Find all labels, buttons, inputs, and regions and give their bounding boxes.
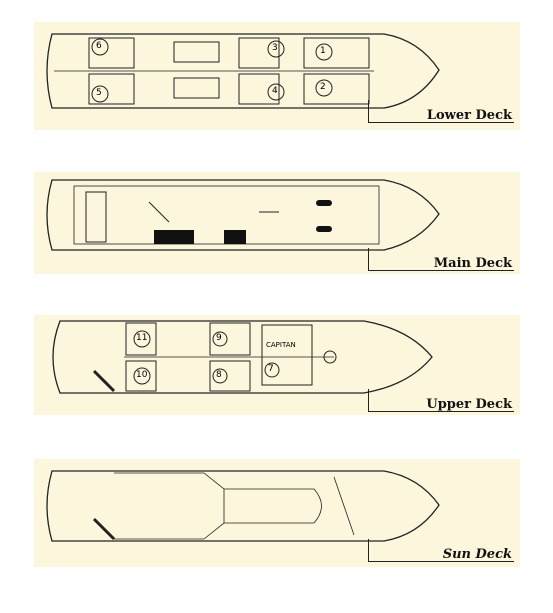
label-leader	[368, 248, 369, 270]
cabin-10-label: 10	[136, 370, 148, 380]
sun-deck-plan	[46, 470, 440, 542]
deck-label-lower: Lower Deck	[426, 108, 512, 123]
sun-deck-panel: Sun Deck	[34, 459, 520, 567]
label-leader	[368, 100, 369, 122]
upper-deck-panel: 11 10 9 8 7 CAPITAN Upper Deck	[34, 315, 520, 415]
main-deck-plan	[46, 179, 440, 251]
cabin-6-label: 6	[96, 41, 102, 51]
label-leader	[368, 389, 369, 411]
cabin-7-label: 7	[268, 364, 274, 374]
label-underline	[368, 270, 514, 271]
lower-deck-plan	[46, 33, 440, 109]
lower-deck-panel: 6 5 3 4 1 2 Lower Deck	[34, 22, 520, 130]
cabin-9-label: 9	[216, 333, 222, 343]
deck-label-upper: Upper Deck	[426, 397, 512, 412]
label-underline	[368, 561, 514, 562]
cabin-4-label: 4	[272, 86, 278, 96]
cabin-1-label: 1	[320, 46, 326, 56]
deck-label-sun: Sun Deck	[442, 547, 512, 562]
label-underline	[368, 411, 514, 412]
label-leader	[368, 539, 369, 561]
upper-deck-plan	[52, 320, 433, 394]
deck-label-main: Main Deck	[433, 256, 512, 271]
cabin-11-label: 11	[136, 333, 148, 343]
captain-room-label: CAPITAN	[266, 341, 296, 349]
label-underline	[368, 122, 514, 123]
cabin-5-label: 5	[96, 88, 102, 98]
main-deck-panel: Main Deck	[34, 172, 520, 274]
cabin-3-label: 3	[272, 43, 278, 53]
cabin-8-label: 8	[216, 370, 222, 380]
cabin-2-label: 2	[320, 82, 326, 92]
